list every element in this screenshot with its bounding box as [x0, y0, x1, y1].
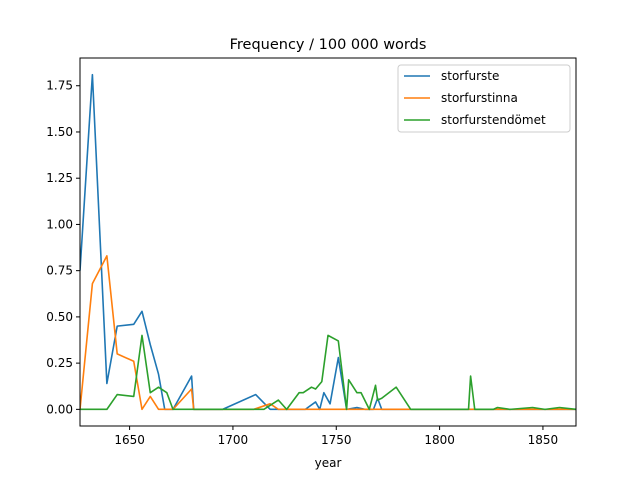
legend-label: storfurste — [441, 69, 499, 83]
x-axis: 1650 1700 1750 1800 1850 — [114, 426, 558, 447]
series-line-0 — [80, 73, 576, 411]
y-tick-label: 0.75 — [46, 264, 73, 278]
x-tick-label: 1850 — [528, 433, 559, 447]
y-tick-label: 1.75 — [46, 79, 73, 93]
y-tick-label: 1.00 — [46, 217, 73, 231]
y-tick-label: 1.50 — [46, 125, 73, 139]
plot-frame — [79, 57, 577, 427]
legend-label: storfurstendömet — [441, 113, 546, 127]
y-tick-label: 0.50 — [46, 310, 73, 324]
x-tick-label: 1750 — [321, 433, 352, 447]
x-tick-label: 1650 — [114, 433, 145, 447]
y-tick-label: 1.25 — [46, 171, 73, 185]
legend-label: storfurstinna — [441, 91, 518, 105]
legend-box — [397, 64, 571, 133]
series-layer — [80, 73, 576, 411]
y-tick-label: 0.25 — [46, 356, 73, 370]
y-tick-label: 0.00 — [46, 402, 73, 416]
x-tick-label: 1700 — [218, 433, 249, 447]
chart-title: Frequency / 100 000 words — [230, 37, 427, 53]
series-line-1 — [80, 255, 576, 411]
y-axis: 0.00 0.25 0.50 0.75 1.00 1.25 1.50 1.75 — [46, 79, 80, 416]
series-line-2 — [80, 334, 576, 411]
x-tick-label: 1800 — [424, 433, 455, 447]
x-axis-label: year — [315, 456, 342, 470]
legend: storfurste storfurstinna storfurstendömet — [397, 64, 571, 133]
